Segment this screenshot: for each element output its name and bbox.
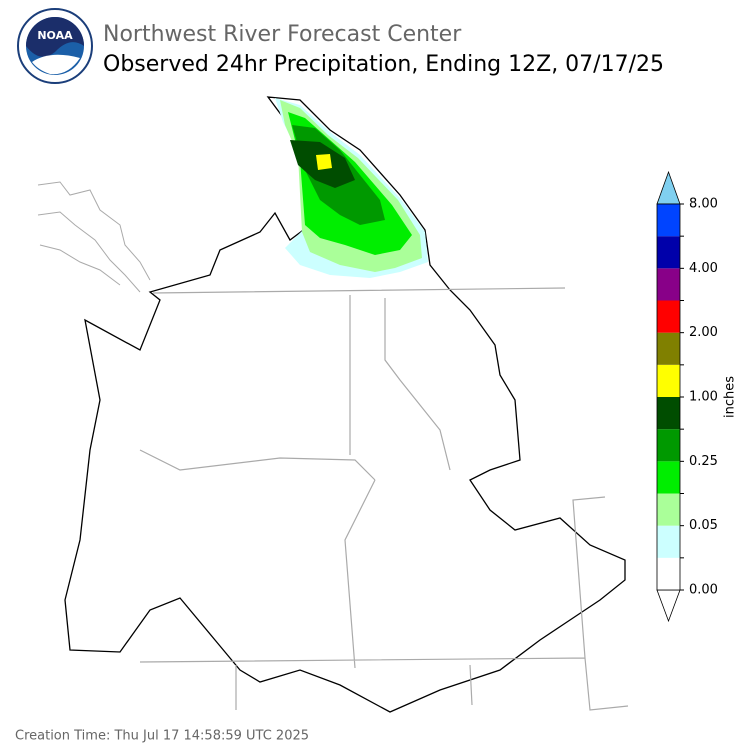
color-segment <box>657 300 680 333</box>
over-arrow <box>656 170 681 205</box>
subtitle: Observed 24hr Precipitation, Ending 12Z,… <box>103 52 664 77</box>
noaa-logo: NOAA <box>17 8 93 84</box>
map <box>37 96 629 713</box>
color-segment <box>657 557 680 590</box>
tick-label: 4.00 <box>689 261 718 276</box>
tick-label: 2.00 <box>689 325 718 340</box>
colorbar: 0.00 0.05 0.25 1.00 2.00 4.00 8.00 <box>656 170 718 623</box>
colorbar-label: inches <box>723 376 738 418</box>
tick-label: 0.00 <box>689 583 718 598</box>
color-segment <box>657 364 680 397</box>
color-segment <box>657 397 680 430</box>
color-segment <box>657 236 680 269</box>
color-segment <box>657 268 680 301</box>
color-segment <box>657 429 680 462</box>
color-segment <box>657 332 680 365</box>
tick-label: 0.25 <box>689 454 718 469</box>
title: Northwest River Forecast Center <box>103 22 462 47</box>
color-segment <box>657 461 680 494</box>
creation-time: Creation Time: Thu Jul 17 14:58:59 UTC 2… <box>15 729 309 744</box>
tick-label: 1.00 <box>689 390 718 405</box>
color-segment <box>657 525 680 558</box>
under-arrow <box>656 589 681 623</box>
tick-label: 0.05 <box>689 518 718 533</box>
logo-text: NOAA <box>37 29 73 42</box>
tick-label: 8.00 <box>689 197 718 212</box>
color-segment <box>657 204 680 237</box>
color-segment <box>657 493 680 526</box>
